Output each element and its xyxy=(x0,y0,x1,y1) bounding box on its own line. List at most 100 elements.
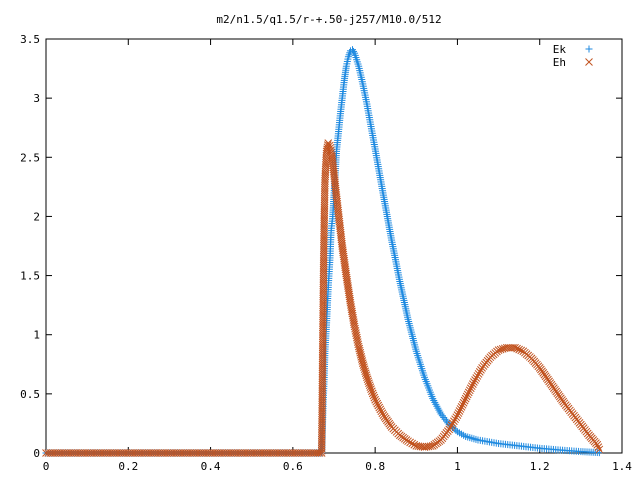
data-point xyxy=(376,405,385,414)
data-point xyxy=(475,368,484,376)
data-point xyxy=(451,415,459,424)
x-tick-label: 1.2 xyxy=(530,460,550,473)
data-point xyxy=(326,141,334,150)
data-point xyxy=(452,413,461,422)
data-point xyxy=(327,146,335,155)
data-point xyxy=(351,327,360,335)
legend: Ek Eh xyxy=(553,43,593,69)
data-point xyxy=(454,409,463,417)
data-point xyxy=(465,386,474,395)
plot-area-frame xyxy=(45,38,623,454)
y-tick-label: 0.5 xyxy=(20,388,40,401)
data-point xyxy=(408,439,417,448)
y-tick-label: 0 xyxy=(33,447,40,460)
data-point xyxy=(366,383,375,392)
data-point xyxy=(371,395,379,404)
series-eh xyxy=(42,139,604,457)
data-point xyxy=(456,405,465,413)
x-tick-label: 0.6 xyxy=(283,460,303,473)
y-tick-label: 1.5 xyxy=(20,270,40,283)
data-point xyxy=(378,409,387,418)
data-point xyxy=(351,324,359,333)
data-point xyxy=(353,338,362,346)
data-point xyxy=(462,392,471,401)
data-point xyxy=(368,389,377,398)
data-point xyxy=(461,394,470,403)
x-tick-label: 1 xyxy=(454,460,461,473)
legend-marker-ek xyxy=(585,45,593,53)
data-point xyxy=(593,440,602,449)
data-point xyxy=(517,346,526,355)
chart-title: m2/n1.5/q1.5/r-+.50-j257/M10.0/512 xyxy=(216,13,441,26)
data-point xyxy=(464,388,473,397)
data-point xyxy=(448,419,457,428)
y-tick-label: 2 xyxy=(33,210,40,223)
y-tick-label: 2.5 xyxy=(20,151,40,164)
data-point xyxy=(437,410,445,418)
data-point xyxy=(469,380,477,388)
data-point xyxy=(446,423,455,432)
data-point xyxy=(369,391,378,400)
legend-marker-eh xyxy=(585,58,593,66)
data-point xyxy=(367,385,375,393)
data-point xyxy=(470,378,478,386)
y-tick-label: 1 xyxy=(33,329,40,342)
data-point xyxy=(353,335,362,344)
data-point xyxy=(438,412,446,420)
data-point xyxy=(457,403,466,411)
legend-label-ek: Ek xyxy=(553,43,567,56)
data-point xyxy=(374,401,383,410)
data-point xyxy=(466,384,475,393)
data-point xyxy=(445,425,454,434)
data-point xyxy=(471,376,479,384)
data-point xyxy=(460,396,469,405)
data-point xyxy=(350,322,359,331)
y-tick-label: 3 xyxy=(33,92,40,105)
data-point xyxy=(326,143,335,152)
data-point xyxy=(353,333,361,342)
data-point xyxy=(352,329,360,337)
data-point xyxy=(594,443,603,451)
data-point xyxy=(442,417,450,425)
data-point xyxy=(477,366,485,374)
data-point xyxy=(349,46,357,54)
data-point xyxy=(595,449,603,457)
data-point xyxy=(410,440,419,449)
data-point xyxy=(440,414,448,422)
data-point xyxy=(375,403,384,412)
data-point xyxy=(406,438,414,447)
x-axis-tick-labels: 0 0.2 0.4 0.6 0.8 1 1.2 1.4 xyxy=(43,460,633,473)
data-point xyxy=(350,47,358,55)
series-layer xyxy=(42,46,604,457)
x-tick-label: 1.4 xyxy=(612,460,632,473)
data-point xyxy=(459,398,468,407)
data-point xyxy=(595,445,604,454)
legend-label-eh: Eh xyxy=(553,56,566,69)
data-point xyxy=(450,417,458,426)
x-tick-label: 0.2 xyxy=(118,460,138,473)
data-point xyxy=(472,374,481,382)
data-point xyxy=(370,393,379,402)
x-tick-label: 0.4 xyxy=(201,460,221,473)
data-point xyxy=(352,331,361,340)
x-tick-label: 0.8 xyxy=(365,460,385,473)
data-point xyxy=(373,399,382,408)
x-tick-label: 0 xyxy=(43,460,50,473)
data-point xyxy=(458,400,467,409)
y-tick-label: 3.5 xyxy=(20,33,40,46)
data-point xyxy=(455,407,464,415)
data-point xyxy=(453,411,462,420)
data-point xyxy=(372,397,381,406)
data-point xyxy=(473,372,482,380)
data-point xyxy=(515,345,523,354)
data-point xyxy=(467,382,476,391)
data-point xyxy=(513,344,521,353)
data-point xyxy=(511,343,519,352)
data-point xyxy=(447,421,456,430)
data-point xyxy=(404,437,412,446)
y-axis-tick-labels: 0 0.5 1 1.5 2 2.5 3 3.5 xyxy=(20,33,40,460)
data-point xyxy=(474,370,483,378)
axis-ticks xyxy=(45,38,623,454)
data-point xyxy=(367,387,376,396)
